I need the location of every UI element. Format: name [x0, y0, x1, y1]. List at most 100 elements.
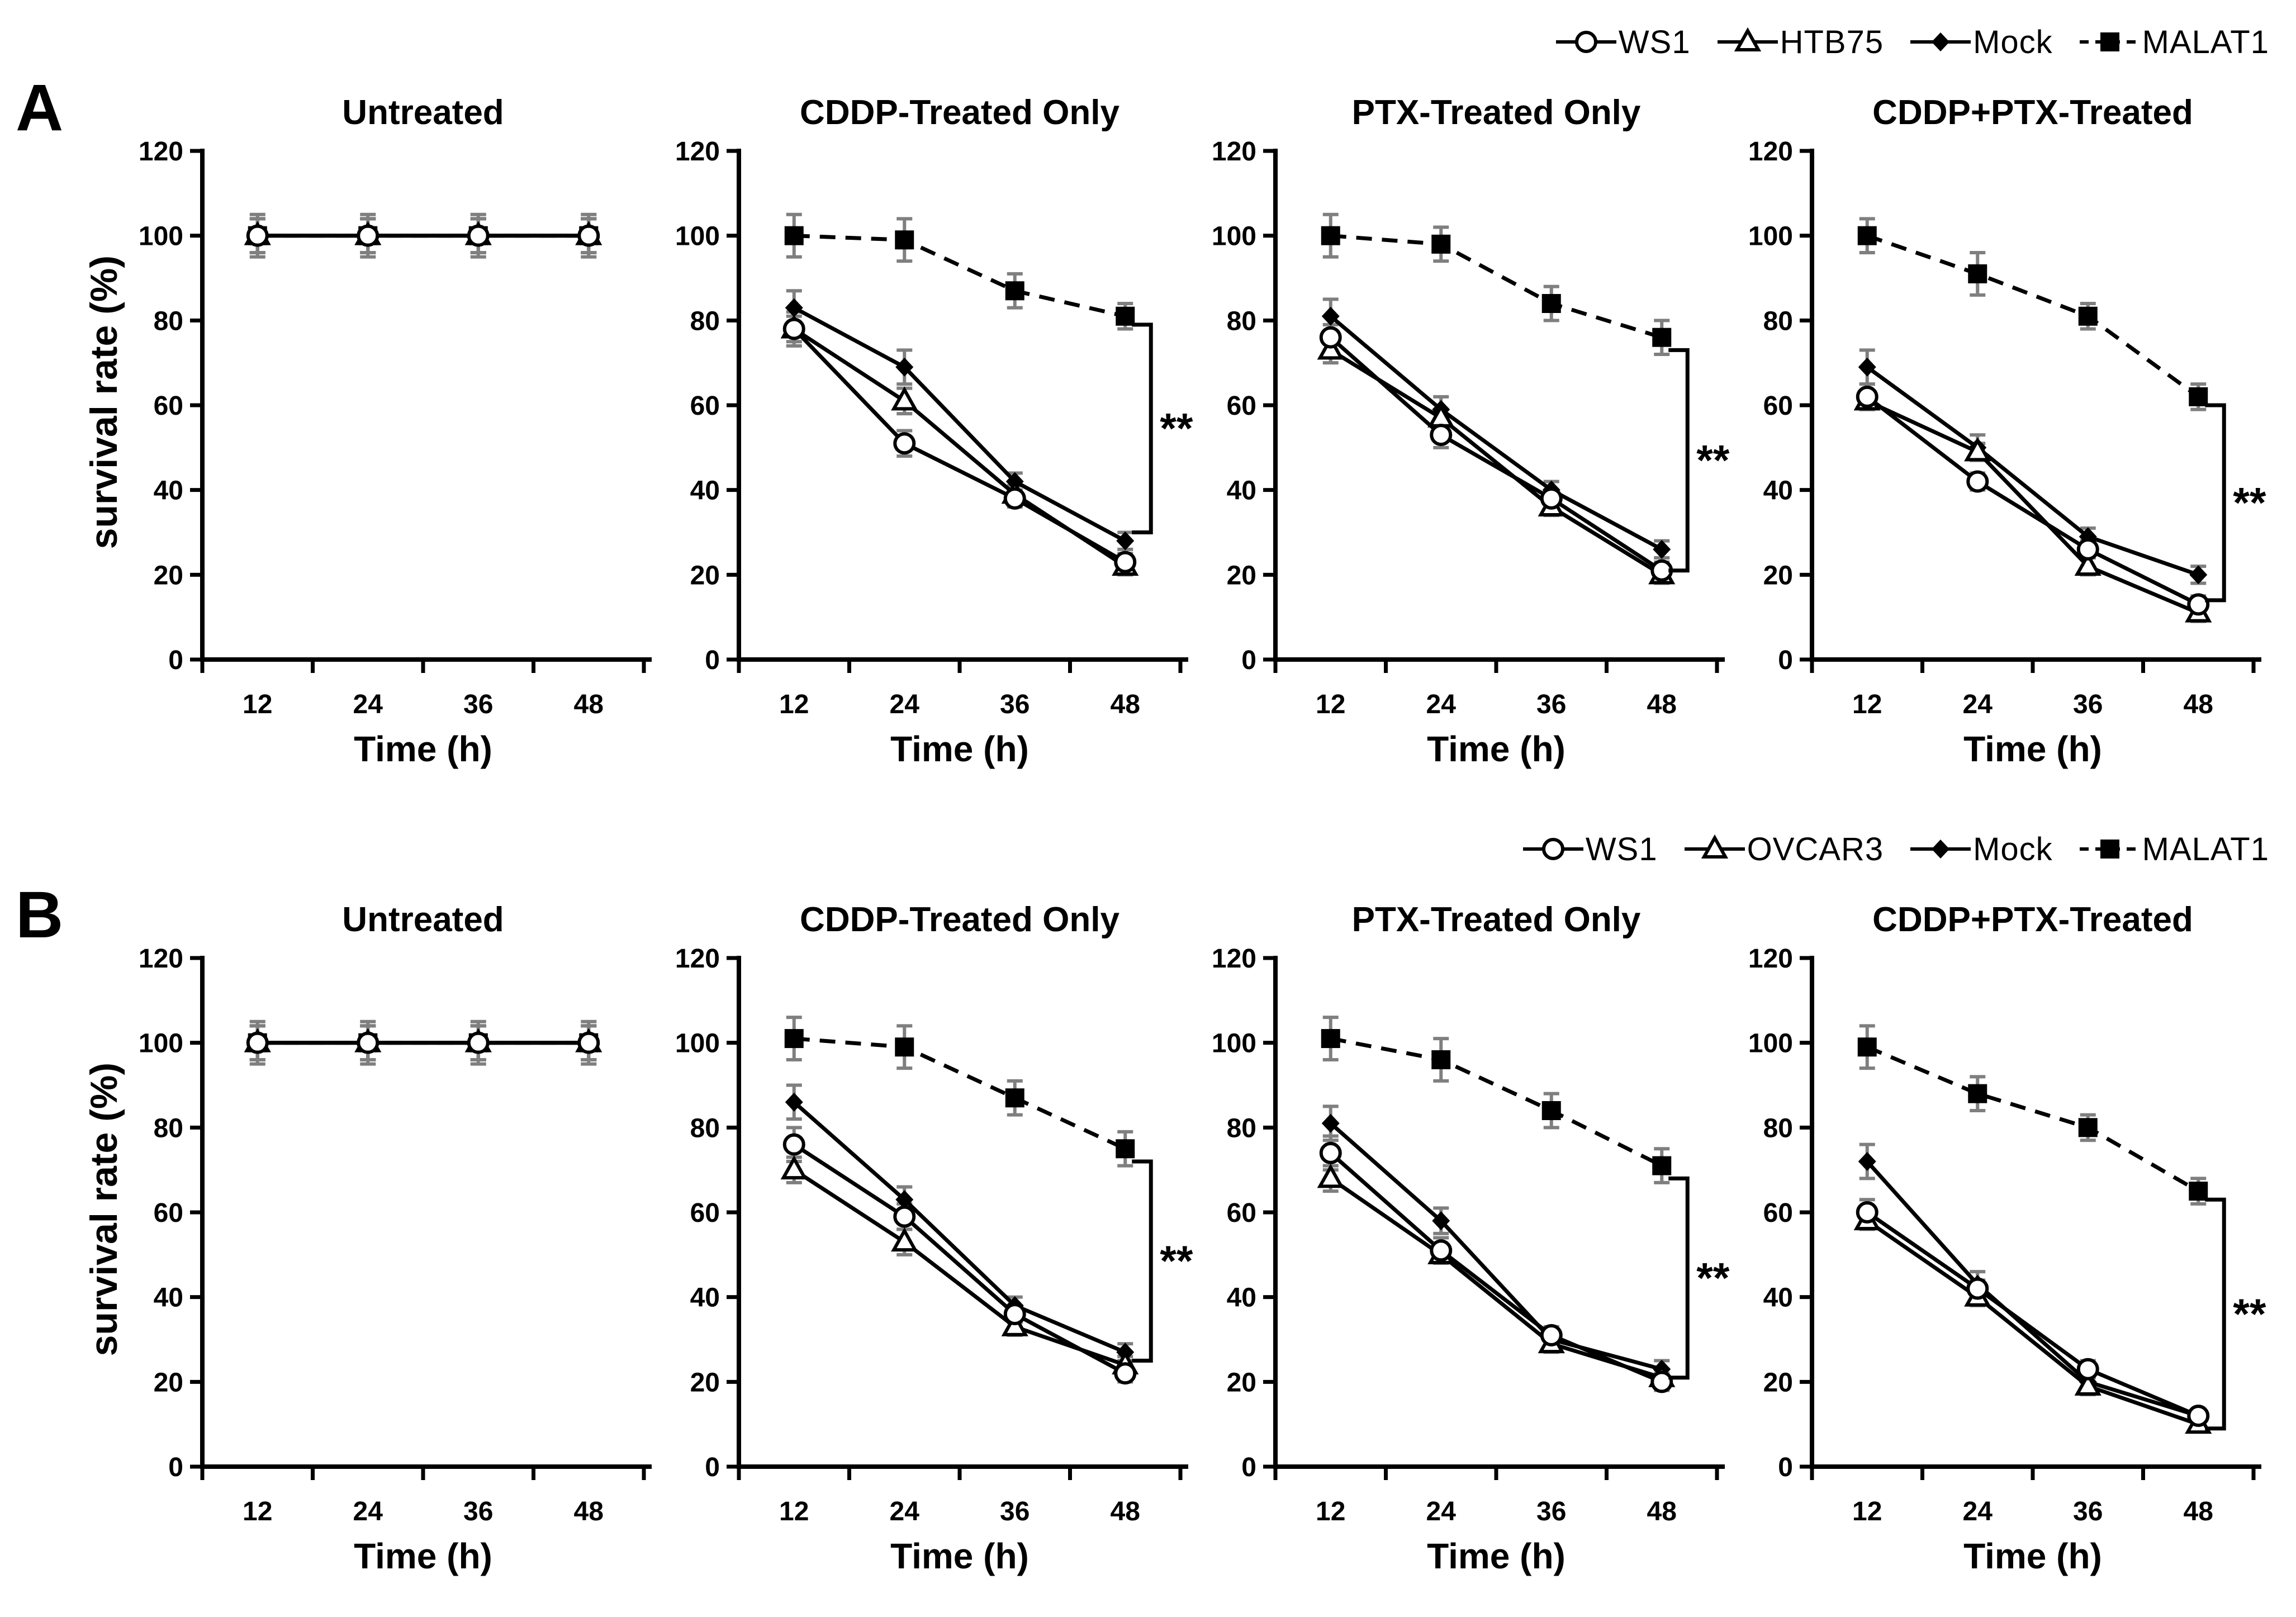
tick-marks — [727, 956, 1183, 1480]
y-tick-label: 40 — [1763, 1283, 1793, 1313]
filled-square-marker — [2100, 32, 2119, 51]
significance-label: ** — [1160, 405, 1193, 453]
open-circle-marker — [1114, 1362, 1137, 1385]
significance-label: ** — [2233, 1291, 2266, 1338]
y-tick-label: 100 — [1748, 1029, 1793, 1059]
filled-square-marker — [1968, 264, 1987, 283]
significance-bracket: ** — [1132, 1159, 1193, 1363]
legend-item-mock: Mock — [1909, 23, 2053, 61]
y-tick-label: 80 — [1227, 306, 1256, 336]
y-tick-label: 60 — [1763, 1198, 1793, 1228]
filled-diamond-marker — [895, 1190, 914, 1210]
filled-square-marker — [784, 226, 804, 245]
open-circle-marker — [577, 1031, 600, 1054]
legend-label: Mock — [1973, 831, 2053, 867]
y-tick-label: 80 — [154, 1113, 183, 1143]
open-triangle-marker — [780, 1155, 808, 1180]
x-tick-label: 48 — [574, 1497, 604, 1526]
y-tick-label: 0 — [1241, 646, 1256, 675]
x-tick-label: 36 — [463, 1497, 493, 1526]
legend-label: WS1 — [1618, 23, 1691, 60]
tick-marks — [1800, 149, 2256, 673]
open-circle-marker — [1430, 424, 1453, 447]
open-triangle-marker — [1964, 437, 1991, 462]
filled-square-marker — [2189, 387, 2208, 406]
filled-square-marker — [2189, 1182, 2208, 1201]
y-tick-label: 60 — [154, 391, 183, 421]
x-tick-label: 24 — [890, 690, 920, 719]
ovcar3-open-triangle-icon — [1684, 834, 1745, 859]
x-axis-title: Time (h) — [1427, 729, 1566, 769]
legend-row-b: WS1 OVCAR3 Mock MALAT1 — [0, 813, 2296, 885]
filled-square-marker — [1321, 1029, 1340, 1049]
filled-diamond-marker — [1858, 357, 1876, 377]
x-tick-label: 48 — [1111, 690, 1140, 719]
y-tick-label: 60 — [690, 391, 720, 421]
y-axis-title-a: survival rate (%) — [83, 255, 125, 549]
chart-title: PTX-Treated Only — [1352, 93, 1641, 132]
tick-marks — [1263, 149, 1719, 673]
filled-square-marker — [1857, 1037, 1877, 1057]
panel-b-section: WS1 OVCAR3 Mock MALAT1 B survival ra — [0, 813, 2296, 1601]
y-tick-label: 60 — [1227, 1198, 1256, 1228]
open-circle-marker — [1003, 487, 1026, 510]
x-tick-label: 36 — [1536, 1497, 1566, 1526]
series-malat1 — [784, 1029, 1135, 1159]
series-mock — [1321, 306, 1671, 559]
x-tick-label: 24 — [890, 1497, 920, 1526]
series-ws1 — [1319, 1141, 1673, 1393]
chart-svg: CDDP-Treated Only 0 20 40 60 80 100 120 12 24 36 48… — [675, 900, 1193, 1576]
y-tick-label: 120 — [1212, 944, 1256, 974]
open-circle-marker — [2187, 593, 2210, 616]
y-tick-label: 120 — [675, 137, 720, 167]
panel-label-a: A — [16, 71, 64, 145]
open-circle-marker — [893, 1205, 916, 1228]
y-tick-label: 100 — [139, 1029, 183, 1059]
chart-svg: CDDP+PTX-Treated 0 20 40 60 80 100 120 12 24 36 48 T… — [1748, 93, 2266, 769]
open-circle-marker — [1574, 31, 1597, 53]
panel-a-section: WS1 HTB75 Mock MALAT1 A survival rat — [0, 6, 2296, 794]
significance-label: ** — [2233, 479, 2266, 527]
ws1-open-circle-icon — [1522, 838, 1583, 860]
open-circle-marker — [357, 1031, 379, 1054]
open-circle-marker — [782, 1133, 805, 1156]
x-tick-label: 36 — [2073, 690, 2103, 719]
x-tick-label: 24 — [353, 1497, 383, 1526]
axes — [1810, 956, 2261, 1469]
open-circle-marker — [246, 1031, 269, 1054]
significance-bracket: ** — [1668, 1176, 1730, 1380]
open-circle-marker — [893, 432, 916, 455]
significance-label: ** — [1696, 1255, 1730, 1302]
y-tick-label: 80 — [690, 1113, 720, 1143]
legend-item-ws1: WS1 — [1522, 831, 1658, 868]
chart-svg: Untreated 0 20 40 60 80 100 120 12 24 36 48 Time (h) — [139, 93, 652, 769]
x-tick-label: 24 — [1963, 690, 1993, 719]
x-tick-label: 36 — [463, 690, 493, 719]
y-tick-label: 40 — [690, 1283, 720, 1313]
axes — [737, 149, 1188, 662]
legend-item-htb75: HTB75 — [1716, 23, 1884, 61]
x-tick-label: 24 — [353, 690, 383, 719]
charts-row-a: A survival rate (%) Untreated 0 20 40 60 80 10… — [0, 71, 2296, 794]
y-tick-label: 100 — [675, 222, 720, 252]
y-tick-label: 120 — [139, 137, 183, 167]
y-tick-label: 40 — [1227, 1283, 1256, 1313]
series-ws1 — [246, 224, 600, 247]
legend-item-malat1: MALAT1 — [2079, 23, 2269, 61]
open-circle-marker — [1966, 1277, 1989, 1300]
chart-svg: CDDP-Treated Only 0 20 40 60 80 100 120 12 24 36 48… — [675, 93, 1193, 769]
filled-square-marker — [1541, 294, 1561, 313]
filled-square-marker — [1968, 1084, 1987, 1103]
y-tick-label: 80 — [1763, 1113, 1793, 1143]
open-circle-marker — [1430, 1239, 1453, 1262]
x-tick-label: 48 — [1111, 1497, 1140, 1526]
x-tick-label: 36 — [1536, 690, 1566, 719]
legend-item-ws1: WS1 — [1555, 23, 1691, 61]
significance-label: ** — [1696, 437, 1730, 485]
tick-marks — [727, 149, 1183, 673]
series-mock — [1858, 1152, 2208, 1425]
significance-bracket: ** — [2205, 403, 2266, 603]
x-tick-label: 12 — [243, 690, 272, 719]
chart-title: Untreated — [342, 93, 504, 132]
